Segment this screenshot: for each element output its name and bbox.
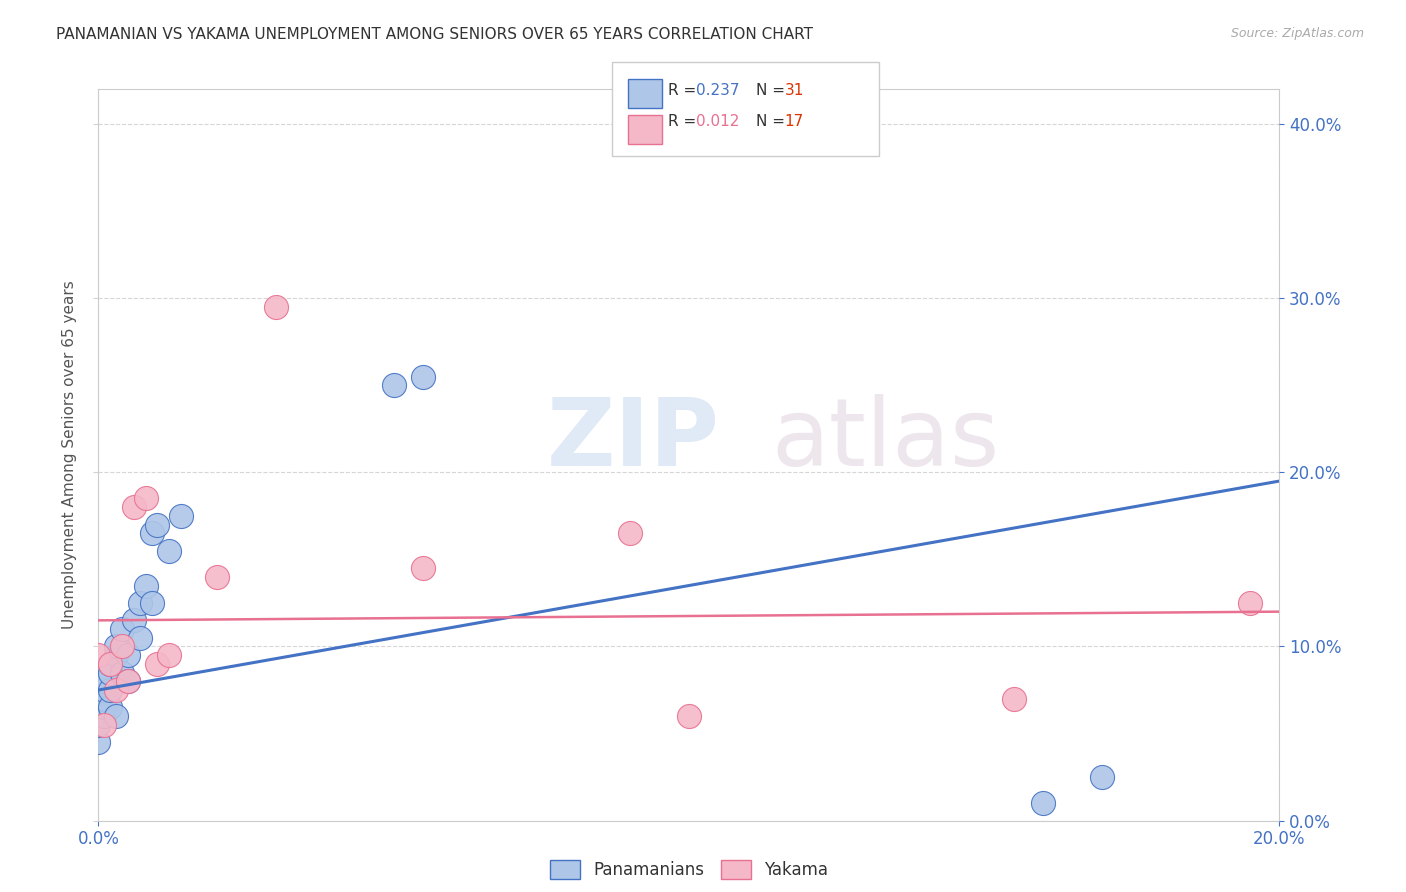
Point: [128, 596, 150, 610]
Text: 0.012: 0.012: [696, 114, 740, 129]
Point: [98, 683, 121, 698]
Point: [157, 648, 180, 663]
Point: [98, 657, 121, 671]
Point: [98, 700, 121, 714]
Point: [111, 622, 134, 636]
Point: [412, 369, 434, 384]
Point: [117, 674, 139, 689]
Point: [1002, 691, 1025, 706]
Point: [146, 657, 169, 671]
Point: [87, 735, 110, 749]
Point: [157, 543, 180, 558]
Point: [87, 648, 110, 663]
Text: 31: 31: [785, 83, 804, 98]
Point: [98, 657, 121, 671]
Point: [98, 665, 121, 680]
Text: N =: N =: [756, 114, 790, 129]
Point: [117, 674, 139, 689]
Text: ZIP: ZIP: [547, 394, 720, 486]
Y-axis label: Unemployment Among Seniors over 65 years: Unemployment Among Seniors over 65 years: [62, 281, 77, 629]
Point: [135, 491, 157, 506]
Legend: Panamanians, Yakama: Panamanians, Yakama: [543, 853, 835, 886]
Point: [87, 718, 110, 732]
Text: 17: 17: [785, 114, 804, 129]
Point: [93, 674, 115, 689]
Point: [264, 300, 287, 314]
Point: [105, 683, 128, 698]
Text: atlas: atlas: [772, 394, 1000, 486]
Point: [1239, 596, 1261, 610]
Text: Source: ZipAtlas.com: Source: ZipAtlas.com: [1230, 27, 1364, 40]
Point: [122, 500, 145, 515]
Point: [141, 596, 163, 610]
Text: N =: N =: [756, 83, 790, 98]
Point: [678, 709, 700, 723]
Point: [93, 709, 115, 723]
Point: [412, 561, 434, 575]
Text: R =: R =: [668, 114, 702, 129]
Point: [122, 613, 145, 627]
Point: [93, 683, 115, 698]
Point: [117, 648, 139, 663]
Point: [170, 508, 193, 523]
Point: [111, 640, 134, 654]
Point: [382, 378, 405, 392]
Point: [205, 570, 228, 584]
Point: [1032, 796, 1054, 810]
Text: PANAMANIAN VS YAKAMA UNEMPLOYMENT AMONG SENIORS OVER 65 YEARS CORRELATION CHART: PANAMANIAN VS YAKAMA UNEMPLOYMENT AMONG …: [56, 27, 813, 42]
Point: [93, 700, 115, 714]
Point: [619, 526, 641, 541]
Point: [105, 648, 128, 663]
Point: [93, 718, 115, 732]
Text: 0.237: 0.237: [696, 83, 740, 98]
Point: [105, 709, 128, 723]
Point: [93, 691, 115, 706]
Point: [146, 517, 169, 532]
Point: [141, 526, 163, 541]
Point: [135, 578, 157, 592]
Point: [105, 640, 128, 654]
Point: [111, 665, 134, 680]
Text: R =: R =: [668, 83, 702, 98]
Point: [1091, 770, 1114, 784]
Point: [128, 631, 150, 645]
